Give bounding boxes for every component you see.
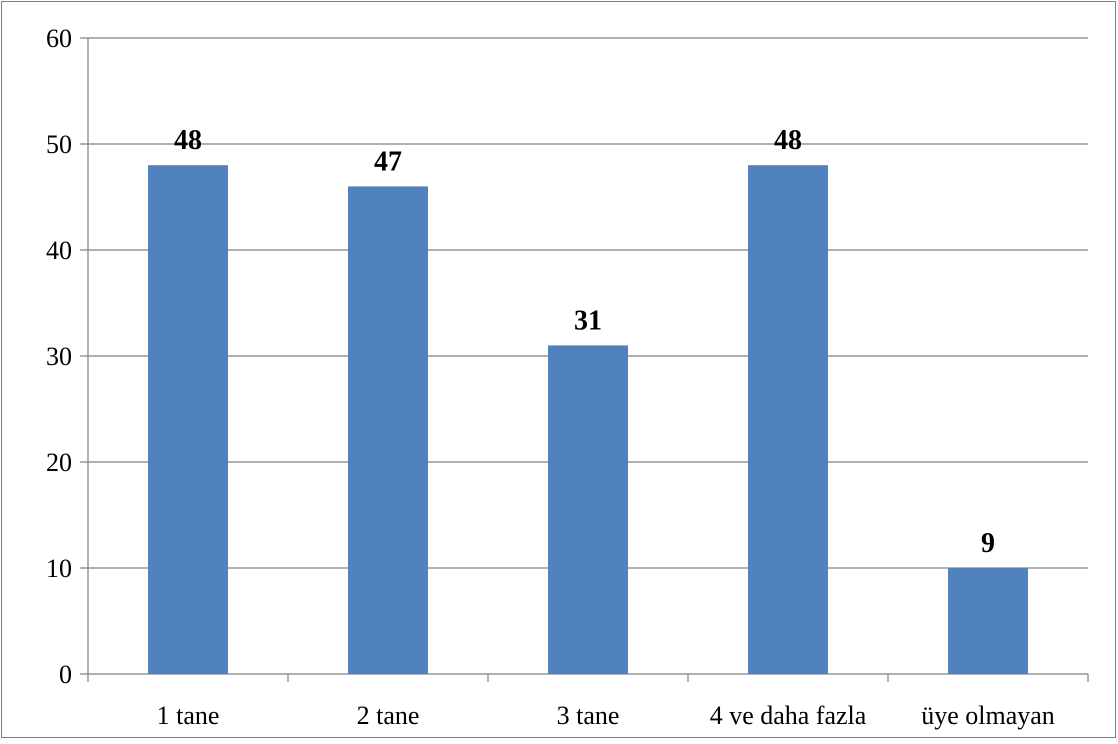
bar-4 — [748, 165, 828, 674]
y-tick-label: 0 — [59, 660, 72, 689]
x-category-label: 1 tane — [157, 701, 220, 730]
data-label: 48 — [774, 125, 802, 156]
y-tick-label: 40 — [46, 236, 72, 265]
labels: 0 10 20 30 40 50 60 48 1 tane 47 2 tane 31 3 tane 48 4… — [46, 24, 1055, 730]
y-tick-label: 20 — [46, 448, 72, 477]
data-label: 47 — [374, 146, 402, 177]
x-category-label: üye olmayan — [921, 701, 1055, 730]
y-tick-label: 10 — [46, 554, 72, 583]
bars — [148, 165, 1028, 674]
y-tick-label: 30 — [46, 342, 72, 371]
data-label: 9 — [981, 528, 995, 559]
bar-3 — [548, 345, 628, 674]
data-label: 48 — [174, 125, 202, 156]
bar-5 — [948, 568, 1028, 674]
data-label: 31 — [574, 305, 602, 336]
x-category-label: 2 tane — [357, 701, 420, 730]
bar-1 — [148, 165, 228, 674]
y-tick-label: 60 — [46, 24, 72, 53]
x-category-label: 3 tane — [557, 701, 620, 730]
y-tick-label: 50 — [46, 130, 72, 159]
axes — [80, 37, 1089, 682]
bar-2 — [348, 186, 428, 674]
x-category-label: 4 ve daha fazla — [710, 701, 867, 730]
